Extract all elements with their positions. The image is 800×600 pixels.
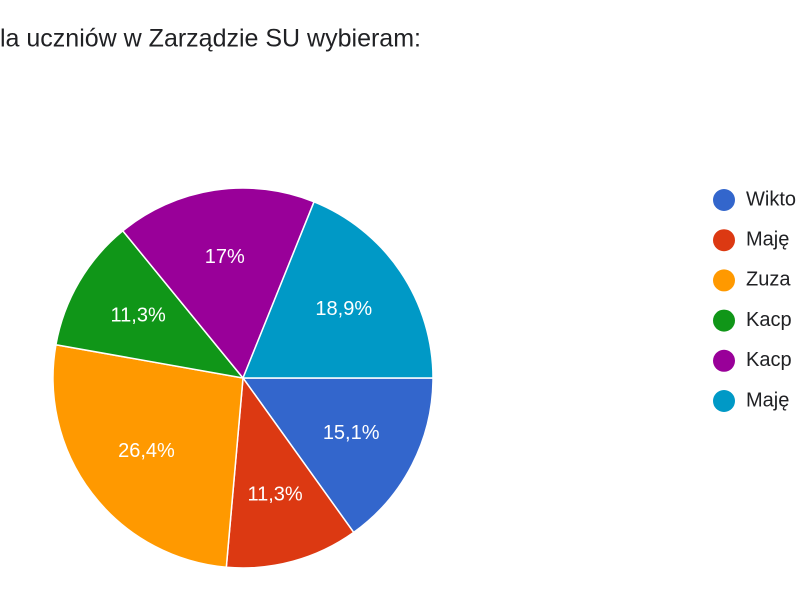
pie-slice <box>52 343 244 569</box>
slice-label: 11,3% <box>111 305 166 327</box>
pie-slice <box>241 200 434 379</box>
pie-slice <box>241 377 434 534</box>
slice-label: 26,4% <box>118 440 175 462</box>
legend-marker <box>713 309 735 332</box>
slice-label: 18,9% <box>315 298 372 320</box>
legend-marker <box>713 189 735 211</box>
chart-title: la uczniów w Zarządzie SU wybieram: <box>0 25 421 53</box>
legend-marker <box>713 349 735 372</box>
legend-label: Kacp <box>746 349 792 371</box>
legend-label: Maję <box>746 228 789 250</box>
legend-label: Zuza <box>746 269 791 291</box>
pie-slice <box>225 375 355 569</box>
legend-label: Wikto <box>746 188 796 210</box>
pie-slice <box>55 229 245 380</box>
legend-marker <box>713 390 735 412</box>
legend-label: Kacp <box>746 309 792 331</box>
pie-slice <box>121 187 316 380</box>
slice-label: 17% <box>205 246 245 268</box>
legend-marker <box>713 229 735 252</box>
slice-label: 15,1% <box>323 422 380 444</box>
legend-marker <box>713 269 735 292</box>
slice-label: 11,3% <box>247 484 302 506</box>
legend-label: Maję <box>746 389 789 411</box>
